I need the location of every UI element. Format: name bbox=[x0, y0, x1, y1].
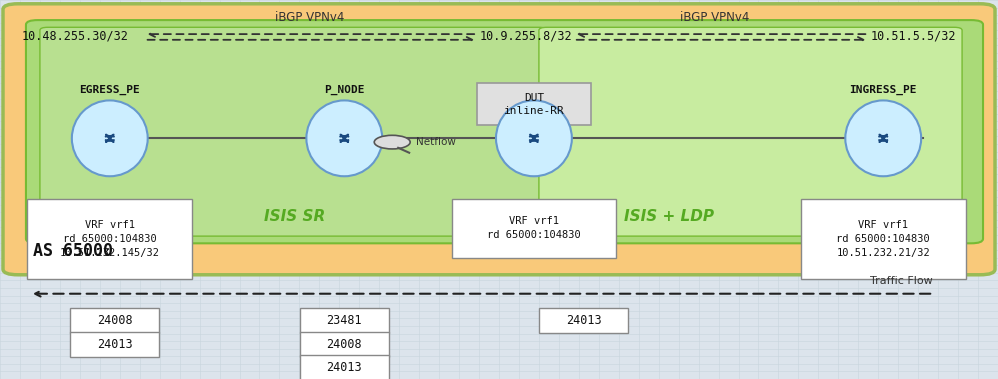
Text: INGRESS_PE: INGRESS_PE bbox=[849, 85, 917, 95]
Text: AS 65000: AS 65000 bbox=[33, 242, 113, 260]
FancyBboxPatch shape bbox=[28, 199, 192, 279]
Ellipse shape bbox=[496, 100, 572, 176]
Text: 24008: 24008 bbox=[97, 314, 133, 327]
Ellipse shape bbox=[845, 100, 921, 176]
FancyBboxPatch shape bbox=[71, 308, 160, 333]
FancyArrow shape bbox=[529, 135, 538, 142]
FancyBboxPatch shape bbox=[477, 83, 591, 125]
Text: iBGP VPNv4: iBGP VPNv4 bbox=[680, 11, 749, 23]
FancyArrow shape bbox=[879, 135, 888, 142]
Text: ISIS + LDP: ISIS + LDP bbox=[624, 208, 714, 224]
Circle shape bbox=[374, 135, 410, 149]
FancyArrow shape bbox=[530, 135, 539, 142]
FancyBboxPatch shape bbox=[451, 199, 617, 258]
FancyBboxPatch shape bbox=[26, 20, 983, 243]
Ellipse shape bbox=[306, 100, 382, 176]
Text: 10.9.255.8/32: 10.9.255.8/32 bbox=[480, 30, 572, 42]
FancyArrow shape bbox=[529, 135, 538, 142]
FancyArrow shape bbox=[105, 135, 114, 142]
FancyBboxPatch shape bbox=[800, 199, 966, 279]
Text: 23481: 23481 bbox=[326, 314, 362, 327]
FancyArrow shape bbox=[878, 135, 887, 142]
Text: VRF vrf1
rd 65000:104830: VRF vrf1 rd 65000:104830 bbox=[487, 216, 581, 240]
Text: 10.48.255.30/32: 10.48.255.30/32 bbox=[21, 30, 129, 42]
Text: 24008: 24008 bbox=[326, 338, 362, 351]
FancyArrow shape bbox=[339, 135, 348, 142]
Text: DUT
inline-RR: DUT inline-RR bbox=[504, 92, 564, 116]
Text: P_NODE: P_NODE bbox=[324, 85, 364, 95]
FancyBboxPatch shape bbox=[539, 27, 962, 236]
Text: Netflow: Netflow bbox=[416, 137, 456, 147]
Text: Traffic Flow: Traffic Flow bbox=[870, 276, 933, 286]
FancyArrow shape bbox=[105, 135, 114, 142]
Text: VRF vrf1
rd 65000:104830
10.51.232.21/32: VRF vrf1 rd 65000:104830 10.51.232.21/32 bbox=[836, 220, 930, 258]
FancyArrow shape bbox=[530, 135, 539, 142]
Ellipse shape bbox=[72, 100, 148, 176]
Text: ISIS SR: ISIS SR bbox=[263, 208, 325, 224]
FancyBboxPatch shape bbox=[299, 332, 388, 357]
FancyBboxPatch shape bbox=[299, 308, 388, 333]
FancyBboxPatch shape bbox=[539, 308, 629, 333]
FancyArrow shape bbox=[339, 135, 348, 142]
FancyBboxPatch shape bbox=[3, 4, 995, 275]
FancyBboxPatch shape bbox=[40, 27, 547, 236]
FancyArrow shape bbox=[879, 135, 888, 142]
Text: EGRESS_PE: EGRESS_PE bbox=[80, 85, 140, 95]
FancyBboxPatch shape bbox=[299, 355, 388, 379]
Text: 24013: 24013 bbox=[97, 338, 133, 351]
Text: iBGP VPNv4: iBGP VPNv4 bbox=[274, 11, 344, 23]
FancyArrow shape bbox=[106, 135, 115, 142]
FancyArrow shape bbox=[340, 135, 349, 142]
Text: VRF vrf1
rd 65000:104830
10.51.232.145/32: VRF vrf1 rd 65000:104830 10.51.232.145/3… bbox=[60, 220, 160, 258]
Text: 24013: 24013 bbox=[326, 361, 362, 374]
FancyArrow shape bbox=[878, 135, 887, 142]
FancyArrow shape bbox=[106, 135, 115, 142]
Text: 10.51.5.5/32: 10.51.5.5/32 bbox=[870, 30, 956, 42]
Text: 24013: 24013 bbox=[566, 314, 602, 327]
FancyArrow shape bbox=[340, 135, 349, 142]
FancyBboxPatch shape bbox=[71, 332, 160, 357]
